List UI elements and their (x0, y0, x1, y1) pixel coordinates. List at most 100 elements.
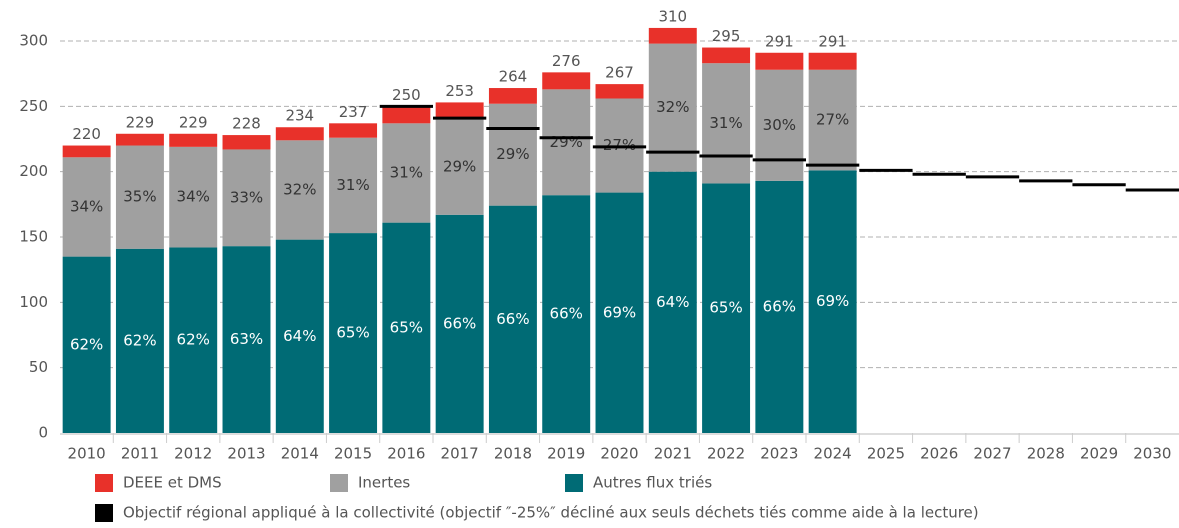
segment-label: 29% (443, 158, 476, 176)
segment-label: 31% (390, 163, 423, 181)
total-label: 253 (445, 82, 474, 100)
x-tick-label: 2019 (547, 445, 585, 463)
bar-segment (382, 106, 431, 124)
bar-segment (169, 133, 218, 147)
x-tick-label: 2017 (441, 445, 479, 463)
total-label: 228 (232, 115, 261, 133)
x-tick-label: 2012 (174, 445, 212, 463)
total-label: 291 (765, 32, 794, 50)
y-tick-label: 200 (19, 162, 48, 180)
total-label: 229 (126, 113, 155, 131)
x-tick-label: 2027 (973, 445, 1011, 463)
segment-label: 62% (70, 335, 103, 353)
segment-label: 31% (709, 114, 742, 132)
x-tick-label: 2028 (1027, 445, 1065, 463)
y-tick-label: 0 (38, 424, 48, 442)
bar-segment (542, 89, 591, 196)
x-tick-label: 2024 (814, 445, 852, 463)
segment-label: 65% (709, 299, 742, 317)
segment-label: 29% (550, 133, 583, 151)
x-tick-label: 2018 (494, 445, 532, 463)
legend-label: Objectif régional appliqué à la collecti… (123, 504, 979, 522)
bar-segment (115, 248, 164, 433)
bar-segment (648, 43, 697, 172)
x-tick-label: 2011 (121, 445, 159, 463)
bar-segment (222, 149, 271, 247)
segment-label: 27% (603, 136, 636, 154)
bar-segment (595, 84, 644, 99)
bar-segment (808, 170, 857, 434)
segment-label: 62% (177, 331, 210, 349)
bar-segment (808, 52, 857, 70)
total-label: 310 (658, 7, 687, 25)
segment-label: 33% (230, 188, 263, 206)
bar-segment (595, 192, 644, 433)
bar-segment (488, 88, 537, 104)
bar-segment (115, 145, 164, 249)
bar-segment (755, 69, 804, 181)
y-tick-label: 150 (19, 228, 48, 246)
legend-swatch (95, 504, 113, 522)
x-tick-label: 2021 (654, 445, 692, 463)
segment-label: 69% (603, 303, 636, 321)
bar-segment (222, 135, 271, 150)
bar-segment (808, 69, 857, 171)
bar-segment (648, 27, 697, 44)
segment-label: 66% (443, 314, 476, 332)
bar-segment (702, 47, 751, 64)
bar-segment (702, 63, 751, 184)
segment-label: 32% (283, 180, 316, 198)
legend-swatch (95, 474, 113, 492)
bar-segment (169, 146, 218, 248)
bar-segment (382, 222, 431, 433)
x-tick-label: 2030 (1133, 445, 1171, 463)
segment-label: 66% (763, 297, 796, 315)
bar-segment (329, 123, 378, 138)
bar-segment (755, 52, 804, 70)
bar-segment (62, 157, 111, 257)
segment-label: 32% (656, 98, 689, 116)
legend-label: Autres flux triés (593, 474, 712, 492)
total-label: 250 (392, 86, 421, 104)
segment-label: 65% (336, 324, 369, 342)
bar-segment (435, 119, 484, 215)
x-tick-label: 2026 (920, 445, 958, 463)
bar-segment (275, 239, 324, 433)
x-tick-label: 2010 (68, 445, 106, 463)
bar-segment (62, 256, 111, 433)
y-tick-label: 50 (29, 358, 48, 376)
y-tick-label: 250 (19, 97, 48, 115)
x-tick-label: 2015 (334, 445, 372, 463)
x-tick-label: 2013 (227, 445, 265, 463)
bar-segment (702, 183, 751, 433)
legend-label: Inertes (358, 474, 410, 492)
legend-swatch (565, 474, 583, 492)
total-label: 295 (712, 27, 741, 45)
bar-segment (542, 72, 591, 90)
segment-label: 64% (656, 293, 689, 311)
x-tick-label: 2016 (387, 445, 425, 463)
bar-segment (329, 137, 378, 234)
bar-segment (488, 205, 537, 433)
segment-label: 64% (283, 327, 316, 345)
x-tick-label: 2025 (867, 445, 905, 463)
bar-segment (755, 180, 804, 433)
bar-segment (62, 145, 111, 158)
x-tick-label: 2029 (1080, 445, 1118, 463)
bar-segment (435, 214, 484, 433)
segment-label: 31% (336, 176, 369, 194)
total-label: 234 (285, 107, 314, 125)
x-tick-label: 2022 (707, 445, 745, 463)
segment-label: 66% (550, 305, 583, 323)
bar-segment (542, 195, 591, 433)
segment-label: 30% (763, 116, 796, 134)
total-label: 267 (605, 64, 634, 82)
segment-label: 34% (177, 188, 210, 206)
total-label: 229 (179, 113, 208, 131)
bar-segment (435, 102, 484, 120)
bar-segment (222, 246, 271, 433)
bar-segment (488, 103, 537, 206)
x-tick-label: 2023 (760, 445, 798, 463)
x-tick-label: 2014 (281, 445, 319, 463)
legend-label: DEEE et DMS (123, 474, 222, 492)
